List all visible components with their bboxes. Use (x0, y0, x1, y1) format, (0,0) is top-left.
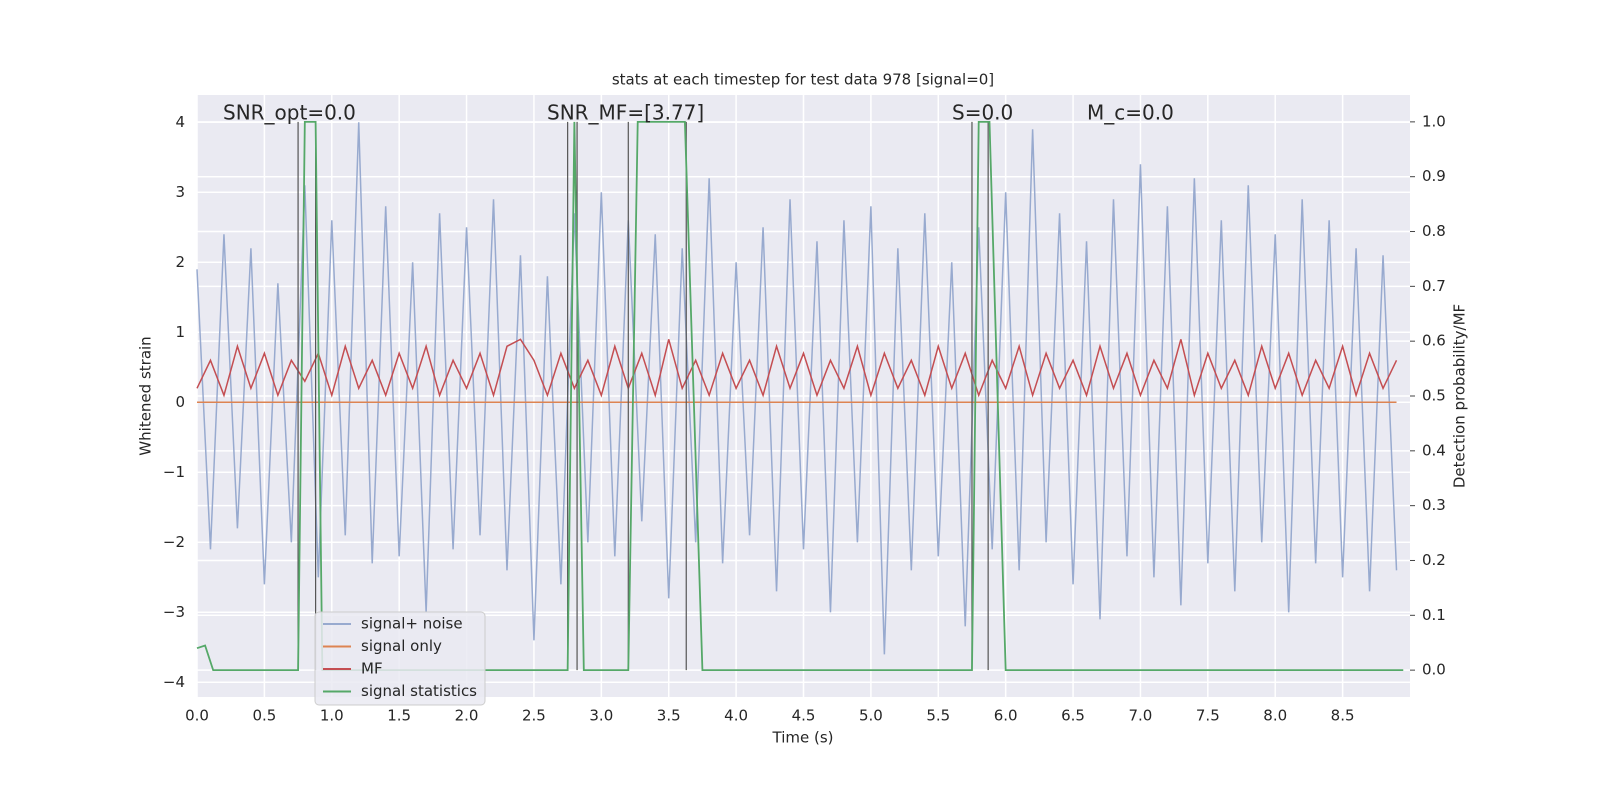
x-tick-label: 4.5 (792, 707, 816, 725)
x-tick-label: 2.5 (522, 707, 546, 725)
y2-axis-label: Detection probability/MF (1451, 304, 1469, 488)
series-line (196, 120, 1404, 672)
y2-tick-label: 1.0 (1422, 112, 1446, 130)
y-tick-label: 2 (175, 253, 185, 271)
y-tick-label: 1 (175, 323, 185, 341)
x-tick-label: 2.0 (455, 707, 479, 725)
x-tick-label: 0.5 (252, 707, 276, 725)
y2-tick-label: 0.4 (1422, 441, 1446, 459)
grid (196, 95, 1410, 697)
y2-tick-label: 0.1 (1422, 606, 1446, 624)
legend-box (314, 611, 486, 706)
y2-tick-label: 0.9 (1422, 167, 1446, 185)
legend-label: signal only (361, 637, 442, 655)
x-tick-label: 4.0 (724, 707, 748, 725)
annotation: SNR_opt=0.0 (223, 101, 356, 125)
legend-label: MF (361, 660, 383, 678)
y-tick-label: −1 (163, 463, 185, 481)
y-tick-label: 0 (175, 393, 185, 411)
x-tick-label: 8.0 (1263, 707, 1287, 725)
series-line (196, 122, 1398, 655)
annotation: SNR_MF=[3.77] (547, 101, 704, 125)
y-tick-label: 4 (175, 113, 185, 131)
y2-tick-label: 0.6 (1422, 332, 1446, 350)
x-tick-label: 3.5 (657, 707, 681, 725)
x-tick-label: 1.5 (387, 707, 411, 725)
y-tick-label: −3 (163, 603, 185, 621)
y2-tick-label: 0.0 (1422, 661, 1446, 679)
x-tick-label: 0.0 (185, 707, 209, 725)
y-axis-label: Whitened strain (137, 336, 155, 455)
legend-label: signal+ noise (361, 615, 463, 633)
x-tick-label: 6.0 (994, 707, 1018, 725)
x-tick-label: 5.0 (859, 707, 883, 725)
x-axis-label: Time (s) (772, 729, 834, 747)
y2-tick-label: 0.3 (1422, 496, 1446, 514)
x-tick-label: 1.0 (320, 707, 344, 725)
y-tick-label: −2 (163, 533, 185, 551)
y2-tick-label: 0.5 (1422, 387, 1446, 405)
series-line (196, 338, 1398, 399)
y2-tick-label: 0.8 (1422, 222, 1446, 240)
x-tick-label: 5.5 (926, 707, 950, 725)
legend-label: signal statistics (361, 682, 477, 700)
annotation: M_c=0.0 (1087, 101, 1174, 125)
y2-tick-label: 0.2 (1422, 551, 1446, 569)
x-tick-label: 8.5 (1331, 707, 1355, 725)
x-tick-label: 7.5 (1196, 707, 1220, 725)
chart-title: stats at each timestep for test data 978… (612, 71, 994, 89)
y-tick-label: −4 (163, 673, 185, 691)
x-tick-label: 3.0 (589, 707, 613, 725)
x-tick-label: 7.0 (1129, 707, 1153, 725)
y-tick-label: 3 (175, 183, 185, 201)
annotation: S=0.0 (952, 101, 1013, 125)
x-tick-label: 6.5 (1061, 707, 1085, 725)
legend: signal+ noise signal only MF signal statist… (314, 611, 486, 706)
y2-tick-label: 0.7 (1422, 277, 1446, 295)
